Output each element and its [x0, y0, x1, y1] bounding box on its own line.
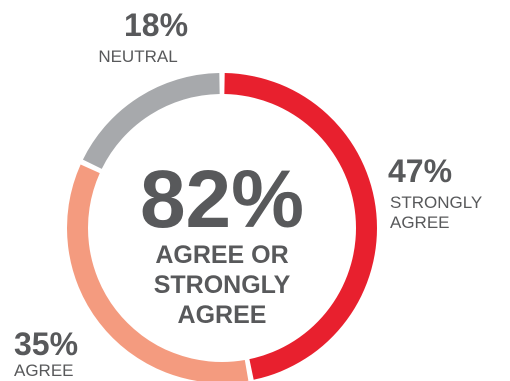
slice-value-agree: 35%: [14, 326, 78, 362]
slice-label-agree: AGREE: [14, 361, 74, 380]
slice-label-strongly-agree-line-1: STRONGLY: [390, 193, 482, 212]
donut-slice-strongly-agree: [224, 73, 377, 380]
donut-slice-agree: [67, 164, 249, 381]
slice-value-strongly-agree: 47%: [388, 153, 452, 189]
slice-label-neutral: NEUTRAL: [98, 47, 177, 66]
center-percentage: 82%: [140, 154, 304, 245]
center-label-line-1: AGREE OR: [155, 241, 288, 269]
donut-slice-neutral: [82, 73, 220, 169]
center-label-line-3: AGREE: [178, 301, 267, 329]
donut-slices: [67, 73, 377, 381]
slice-label-strongly-agree-line-2: AGREE: [390, 213, 450, 232]
center-label-line-2: STRONGLY: [154, 271, 291, 299]
slice-value-neutral: 18%: [124, 7, 188, 43]
